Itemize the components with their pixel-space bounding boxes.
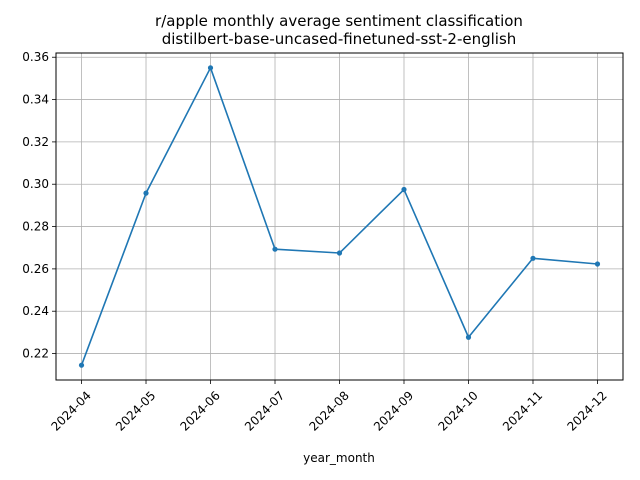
data-point xyxy=(530,255,536,261)
plot-frame xyxy=(55,52,624,381)
data-point xyxy=(143,190,149,196)
data-point xyxy=(272,246,278,252)
y-tick-label: 0.26 xyxy=(22,262,49,276)
data-point xyxy=(401,186,407,193)
data-point xyxy=(207,65,214,71)
data-point xyxy=(78,362,85,368)
data-point xyxy=(465,334,472,340)
series-layer xyxy=(78,65,601,368)
data-point xyxy=(594,261,601,267)
chart-subtitle: distilbert-base-uncased-finetuned-sst-2-… xyxy=(162,30,517,48)
y-tick-label: 0.24 xyxy=(22,304,49,318)
data-point xyxy=(336,250,343,256)
y-tick-label: 0.36 xyxy=(22,50,49,64)
chart-title: r/apple monthly average sentiment classi… xyxy=(155,12,523,30)
y-tick-label: 0.22 xyxy=(22,347,49,361)
y-tick-label: 0.28 xyxy=(22,220,49,234)
y-tick-label: 0.32 xyxy=(22,135,49,149)
grid-lines xyxy=(56,53,623,380)
y-tick-label: 0.34 xyxy=(22,93,49,107)
x-axis-label: year_month xyxy=(303,451,375,465)
y-tick-label: 0.30 xyxy=(22,177,49,191)
